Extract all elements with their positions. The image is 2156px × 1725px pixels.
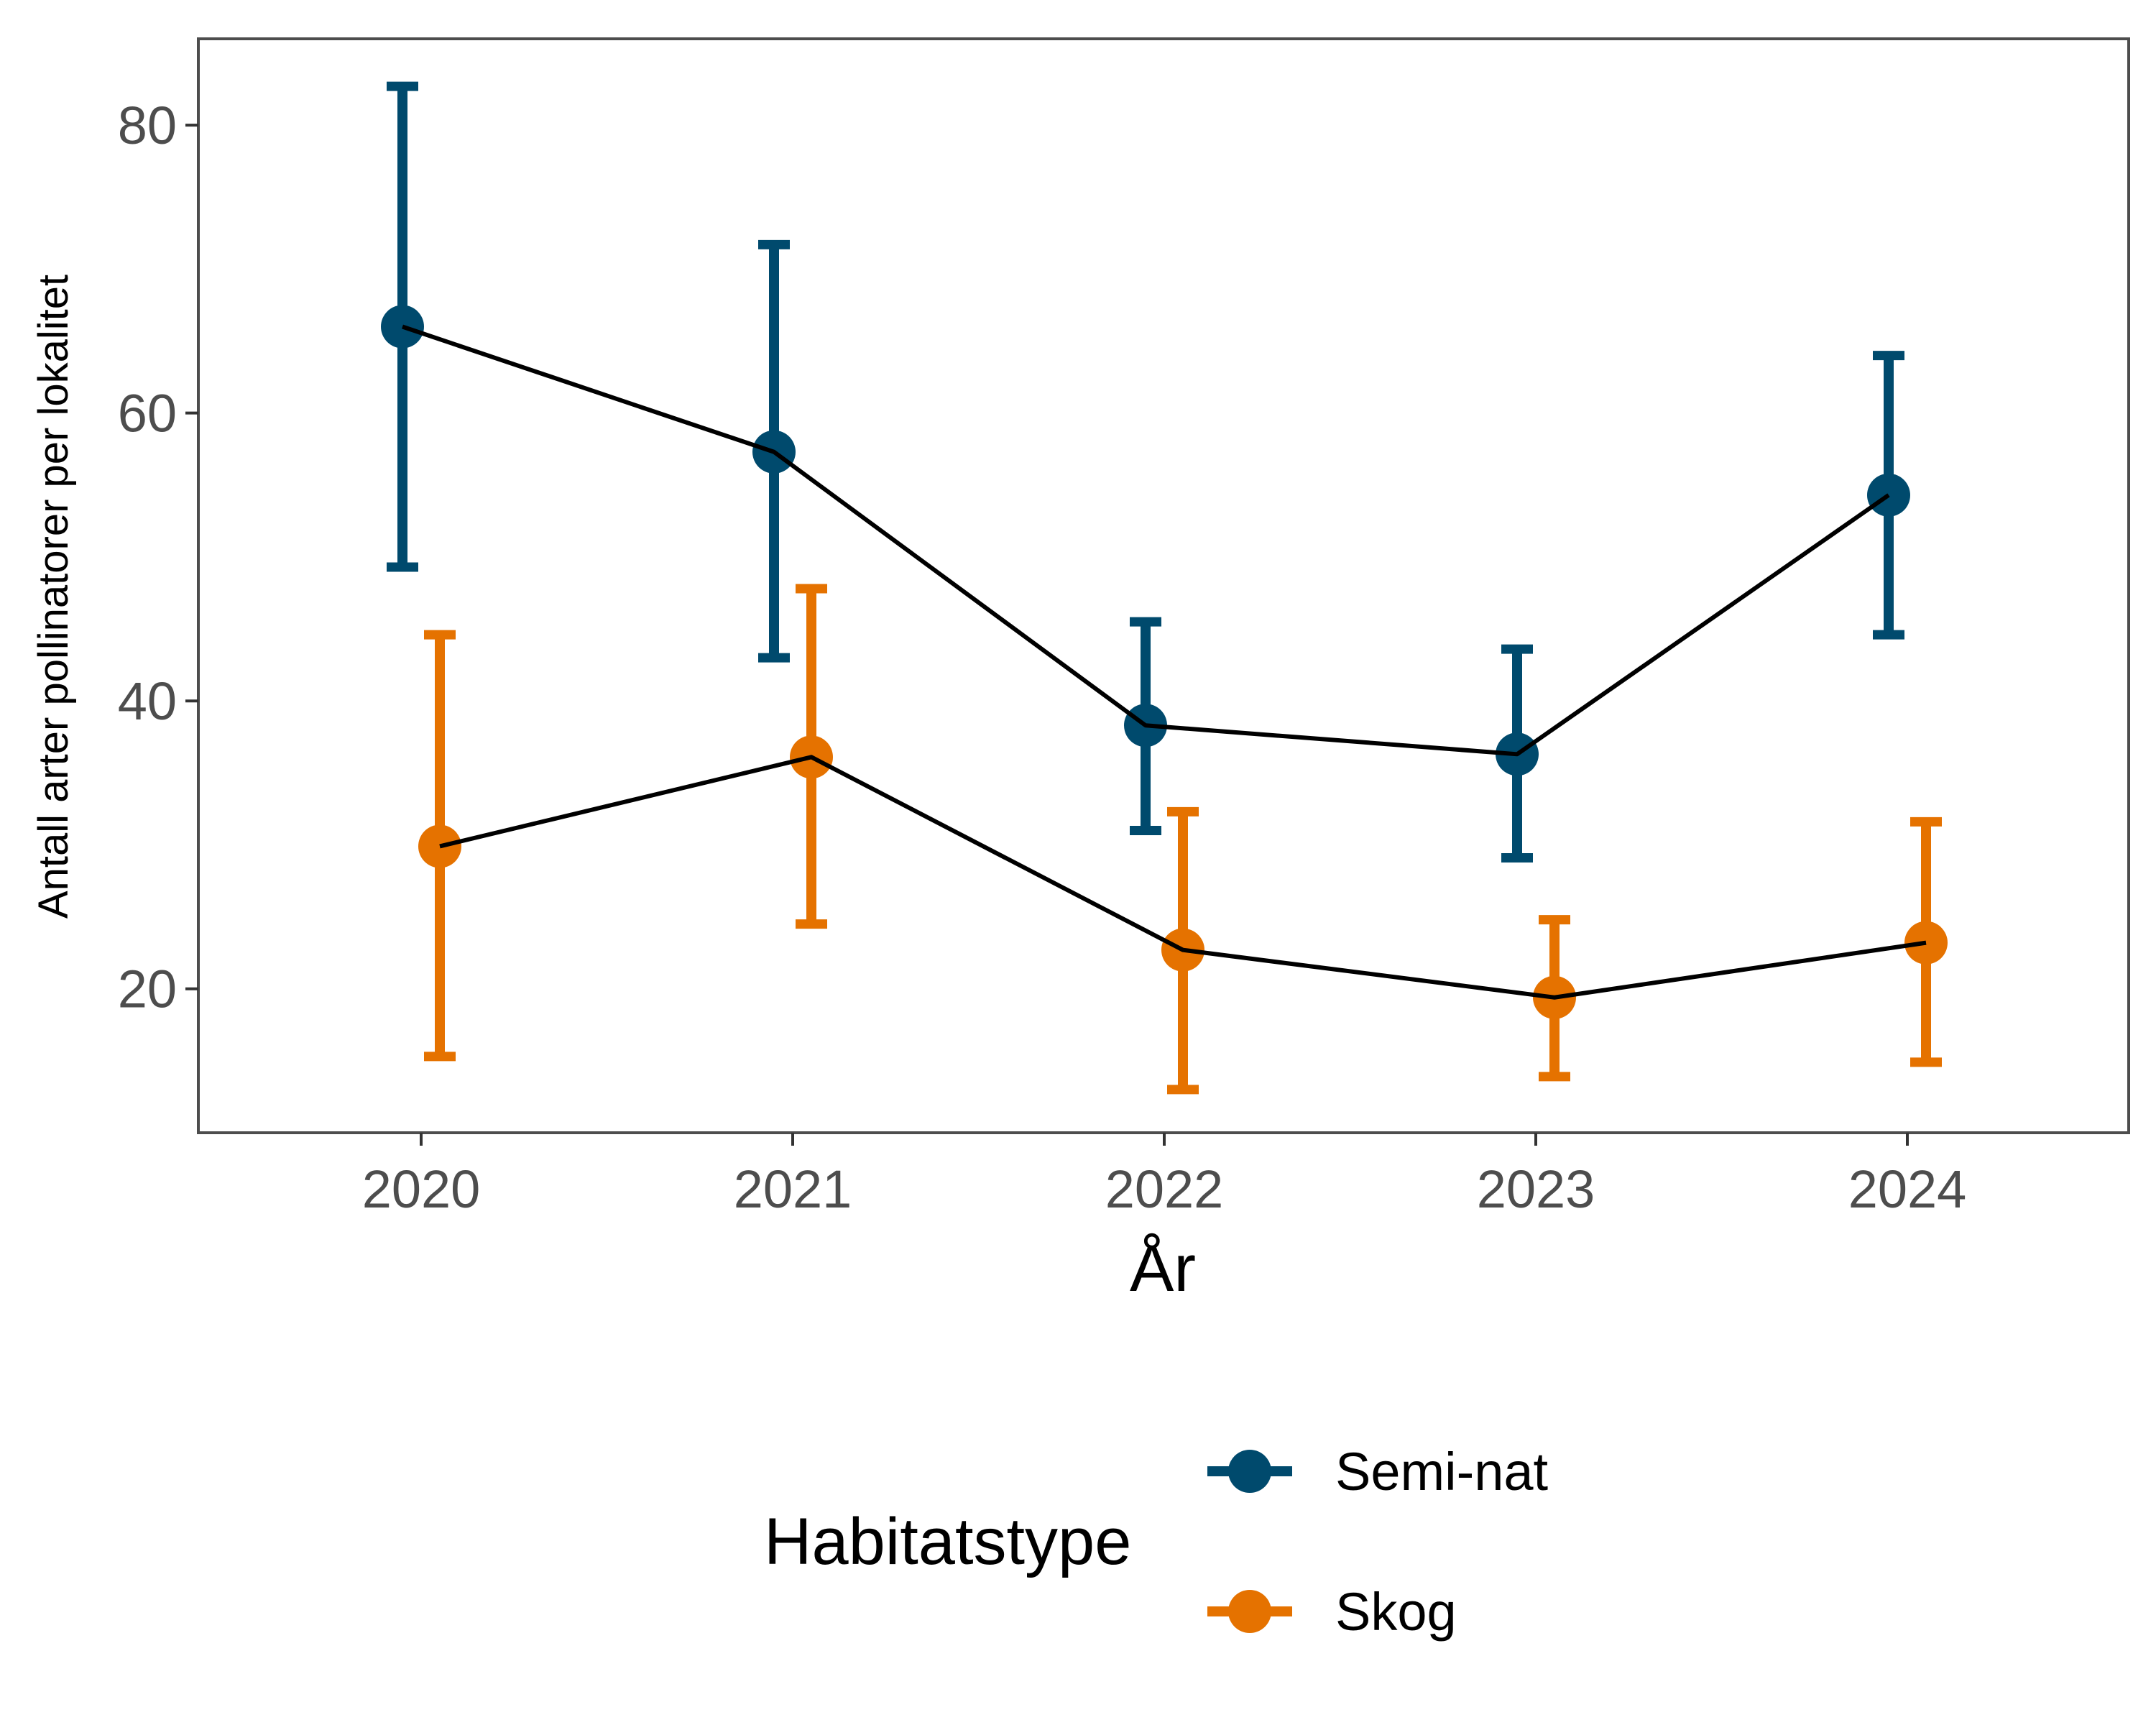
legend-title: Habitatstype [764, 1505, 1131, 1578]
x-tick-label: 2020 [362, 1159, 481, 1219]
y-tick-label: 80 [118, 96, 177, 155]
legend: Habitatstype Semi-nat Skog [764, 1442, 1549, 1642]
legend-label-skog: Skog [1335, 1582, 1457, 1642]
legend-label-semi-nat: Semi-nat [1335, 1442, 1549, 1501]
x-tick-label: 2021 [734, 1159, 852, 1219]
axes: 20 40 60 80 2020 2021 2022 2023 2024 [118, 37, 2130, 1219]
legend-key-point-skog [1228, 1590, 1271, 1633]
y-tick-label: 40 [118, 671, 177, 731]
y-tick-label: 60 [118, 384, 177, 443]
x-tick-label: 2024 [1848, 1159, 1967, 1219]
y-tick-label: 20 [118, 960, 177, 1019]
x-tick-label: 2023 [1477, 1159, 1595, 1219]
plot-area [381, 81, 1948, 1095]
x-tick-label: 2022 [1105, 1159, 1224, 1219]
x-axis-title: År [1130, 1232, 1196, 1305]
series-line-skog [439, 755, 1927, 1000]
legend-key-point-semi-nat [1228, 1450, 1271, 1493]
series-line-semi-nat [402, 324, 1890, 757]
y-axis-title: Antall arter pollinatorer per lokalitet [30, 275, 77, 919]
